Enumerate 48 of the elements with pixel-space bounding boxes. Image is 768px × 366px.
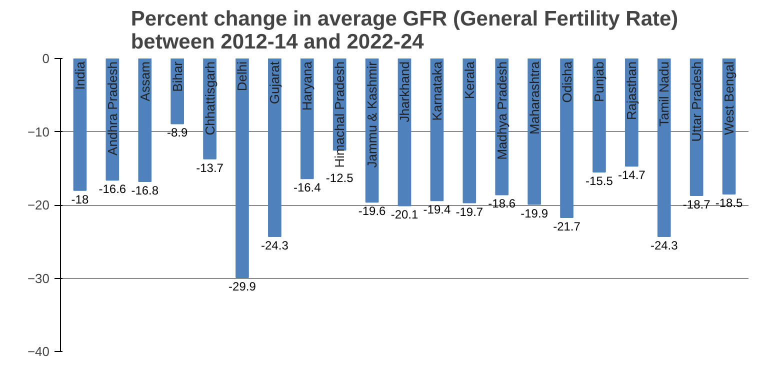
data-label: -16.8: [131, 184, 159, 198]
x-tick-label: Uttar Pradesh: [689, 62, 704, 142]
x-tick-label: Karnataka: [429, 60, 444, 121]
y-tick-label: −30: [27, 270, 50, 286]
x-tick-label: Punjab: [592, 61, 607, 102]
x-tick-label: Jammu & Kashmir: [364, 60, 380, 168]
data-label: -19.4: [423, 202, 451, 217]
x-tick-label: West Bengal: [722, 61, 737, 135]
x-tick-label: Kerala: [462, 60, 477, 100]
y-tick-label: −20: [27, 198, 50, 212]
x-tick-label: Himachal Pradesh: [332, 61, 348, 168]
data-label: -19.7: [456, 204, 484, 219]
data-label: -18.6: [488, 196, 516, 211]
data-label: -18.5: [715, 196, 744, 210]
data-label: -16.4: [293, 180, 322, 195]
data-label: -18: [71, 192, 89, 206]
x-tick-label: Madhya Pradesh: [494, 62, 510, 160]
data-label: -13.7: [196, 160, 224, 175]
data-label: -24.3: [650, 238, 678, 252]
data-label: -20.1: [390, 208, 418, 222]
data-label: -29.9: [228, 280, 256, 294]
x-tick-label: Odisha: [559, 60, 574, 103]
data-label: -8.9: [166, 126, 188, 140]
data-label: -21.7: [553, 219, 581, 234]
x-tick-label: India: [72, 60, 88, 90]
chart-title: Percent change in average GFR (General Fertility Rate) between 2012-14 and 2022-24: [130, 8, 678, 54]
data-label: -12.5: [326, 171, 354, 186]
x-tick-label: Assam: [137, 61, 152, 102]
x-tick-label: Andhra Pradesh: [104, 62, 120, 156]
data-label: -24.3: [261, 238, 289, 252]
data-label: -18.7: [682, 197, 711, 212]
data-label: -15.5: [586, 174, 614, 188]
data-label: -19.9: [520, 206, 548, 220]
x-tick-label: Haryana: [300, 60, 315, 111]
x-tick-label: Gujarat: [267, 61, 282, 104]
y-tick-label: −40: [27, 344, 50, 359]
x-tick-label: Delhi: [234, 61, 250, 92]
x-tick-label: Jharkhand: [397, 61, 412, 122]
x-tick-label: Chhattisgarh: [202, 61, 218, 136]
data-label: -16.6: [98, 182, 126, 196]
x-tick-label: Tamil Nadu: [656, 61, 672, 127]
y-tick-label: −10: [27, 124, 50, 140]
x-tick-label: Maharashtra: [526, 60, 542, 134]
x-tick-label: Rajasthan: [624, 61, 640, 120]
x-tick-label: Bihar: [170, 60, 185, 92]
data-label: -14.7: [618, 168, 646, 182]
y-tick-label: 0: [42, 51, 50, 66]
data-label: -19.6: [358, 204, 386, 218]
